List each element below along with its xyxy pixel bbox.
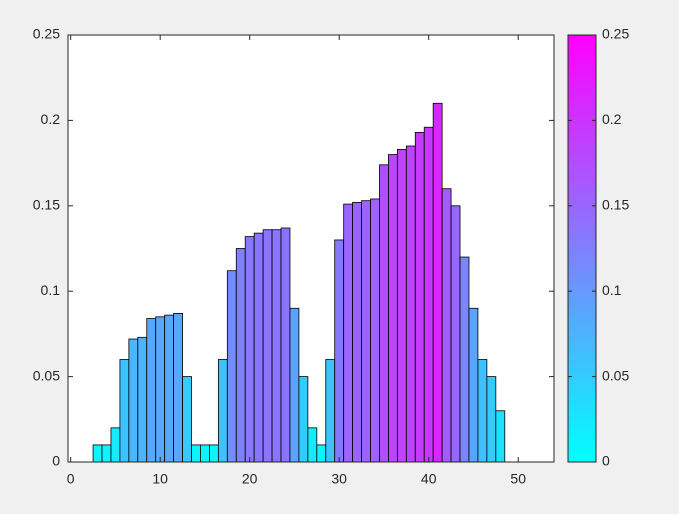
bar <box>486 376 497 463</box>
bar <box>244 236 255 463</box>
bar <box>361 200 371 463</box>
colorbar-tick-label: 0 <box>602 453 610 469</box>
y-tick-label: 0.15 <box>33 197 60 213</box>
bar <box>441 188 452 463</box>
bar <box>414 131 425 463</box>
bar <box>477 359 488 463</box>
bar <box>432 102 443 463</box>
colorbar-box <box>567 34 597 463</box>
bar <box>316 444 327 463</box>
bar <box>137 336 148 463</box>
bar <box>191 444 201 463</box>
axes-box <box>67 34 555 463</box>
x-tick-label: 30 <box>331 471 347 487</box>
bar <box>334 239 345 463</box>
bar <box>280 227 291 463</box>
x-tick-label: 50 <box>510 471 526 487</box>
bar <box>262 229 273 463</box>
bar <box>182 376 192 463</box>
bar <box>253 232 264 463</box>
y-tick-label: 0.05 <box>33 367 60 383</box>
bar <box>307 427 318 463</box>
bar <box>468 307 479 463</box>
bar <box>92 444 103 463</box>
bar <box>271 229 282 463</box>
x-tick-label: 10 <box>152 471 168 487</box>
colorbar-tick-label: 0.25 <box>602 26 629 42</box>
bar <box>110 427 121 463</box>
y-tick-label: 0 <box>52 453 60 469</box>
colorbar-tick-label: 0.2 <box>602 111 622 127</box>
bar <box>325 359 336 463</box>
y-tick-label: 0.2 <box>41 111 61 127</box>
bar <box>423 126 434 463</box>
bar <box>298 376 309 463</box>
colorbar-tick-label: 0.15 <box>602 197 629 213</box>
x-tick-label: 40 <box>421 471 437 487</box>
colorbar-tick-label: 0.05 <box>602 367 629 383</box>
bar <box>352 201 362 463</box>
bar <box>370 198 380 463</box>
bar <box>155 316 166 463</box>
y-tick-label: 0.1 <box>41 282 61 298</box>
bar <box>235 248 246 463</box>
bar <box>164 314 175 463</box>
bar <box>343 203 354 463</box>
bar <box>101 444 112 463</box>
bar <box>450 205 461 463</box>
x-tick-label: 20 <box>242 471 258 487</box>
bar <box>173 313 183 463</box>
bar <box>146 318 157 463</box>
bar <box>119 359 130 463</box>
bar <box>217 359 228 463</box>
y-tick-label: 0.25 <box>33 26 60 42</box>
bar <box>388 154 398 463</box>
colorbar <box>568 35 596 462</box>
bar <box>226 270 237 463</box>
bar <box>200 444 210 463</box>
bar <box>495 410 506 463</box>
colorbar-tick-label: 0.1 <box>602 282 622 298</box>
bar <box>128 338 139 463</box>
bar <box>379 164 389 463</box>
bar <box>396 149 407 463</box>
bar <box>459 256 470 463</box>
bar <box>209 444 219 463</box>
x-tick-label: 0 <box>67 471 75 487</box>
bar <box>405 145 416 463</box>
bar <box>289 307 300 463</box>
